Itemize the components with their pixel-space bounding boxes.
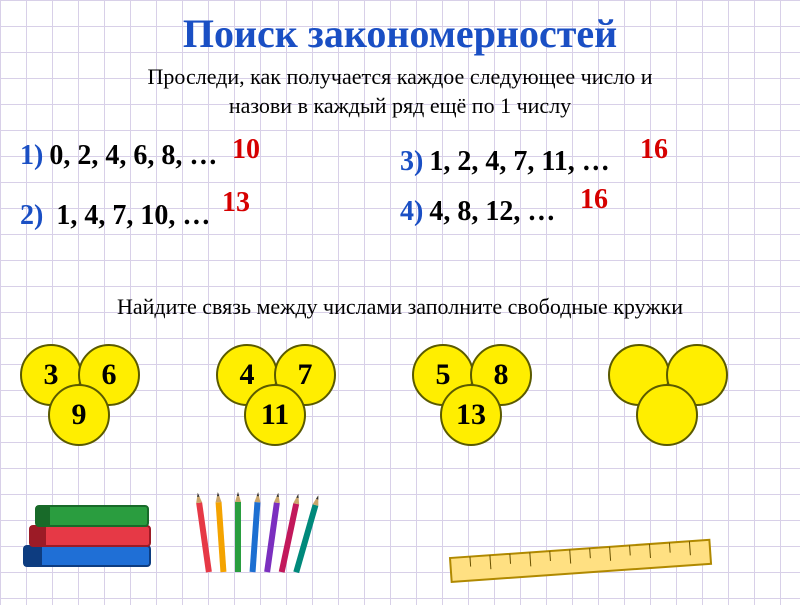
- circle-cluster: 369: [14, 338, 164, 458]
- subtitle: Проследи, как получается каждое следующе…: [0, 63, 800, 120]
- page-title: Поиск закономерностей: [0, 0, 800, 57]
- sequence-number: 4): [400, 196, 423, 227]
- sequence-number: 2): [20, 200, 43, 231]
- subtitle-line2: назови в каждый ряд ещё по 1 числу: [229, 93, 571, 118]
- sequence-item: 4)4, 8, 12, …: [400, 196, 555, 228]
- circles-row: 369 4711 5813: [0, 338, 800, 468]
- sequence-answer: 16: [640, 134, 668, 166]
- sequence-answer: 10: [232, 134, 260, 166]
- ruler-icon: [450, 540, 711, 582]
- sequence-number: 3): [400, 146, 423, 177]
- subtitle-line1: Проследи, как получается каждое следующе…: [148, 64, 653, 89]
- circle-bottom: 11: [244, 384, 306, 446]
- circle-cluster: 5813: [406, 338, 556, 458]
- task2-text: Найдите связь между числами заполните св…: [0, 294, 800, 320]
- pencils-icon: [195, 492, 321, 573]
- circle-cluster: [602, 338, 752, 458]
- sequence-number: 1): [20, 140, 43, 171]
- circle-bottom: 13: [440, 384, 502, 446]
- books-illustration: [0, 470, 800, 600]
- sequence-text: 4, 8, 12, …: [429, 196, 555, 227]
- sequence-item: 2) 1, 4, 7, 10, …: [20, 200, 210, 232]
- sequence-answer: 13: [222, 187, 250, 219]
- sequences-block: 1)0, 2, 4, 6, 8, …102) 1, 4, 7, 10, …133…: [0, 140, 800, 290]
- sequence-text: 1, 2, 4, 7, 11, …: [429, 146, 609, 177]
- circle-cluster: 4711: [210, 338, 360, 458]
- circle-bottom: [636, 384, 698, 446]
- circle-bottom: 9: [48, 384, 110, 446]
- sequence-text: 1, 4, 7, 10, …: [49, 200, 210, 231]
- sequence-answer: 16: [580, 184, 608, 216]
- book-stack-icon: [24, 506, 150, 566]
- sequence-item: 3)1, 2, 4, 7, 11, …: [400, 146, 610, 178]
- sequence-item: 1)0, 2, 4, 6, 8, …: [20, 140, 217, 172]
- sequence-text: 0, 2, 4, 6, 8, …: [49, 140, 217, 171]
